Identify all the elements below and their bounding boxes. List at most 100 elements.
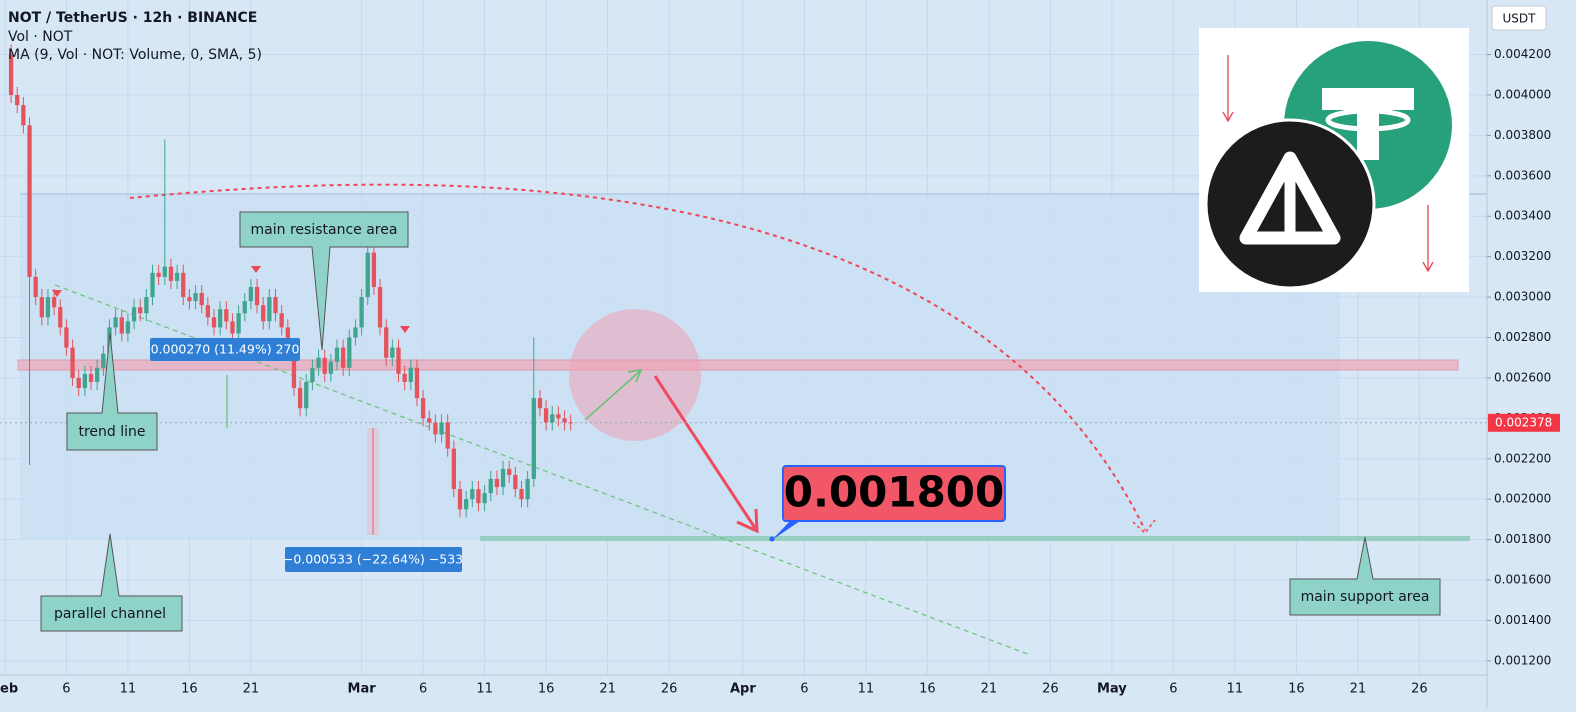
target-box (782, 465, 1006, 522)
candle-body (285, 327, 290, 348)
candle-body (27, 125, 32, 277)
candle-body (476, 489, 481, 504)
tether-mark (1322, 88, 1414, 160)
down-arrow (653, 375, 757, 529)
candle-body (8, 54, 14, 95)
x-tick-label: 11 (476, 682, 493, 697)
candle-body (439, 422, 444, 435)
candle-body (273, 297, 278, 314)
candle-body (138, 307, 143, 314)
candle-body (218, 309, 223, 328)
candle-body (482, 493, 487, 504)
candle-body (304, 381, 309, 409)
target-dot (769, 536, 775, 542)
x-tick-label: 21 (243, 682, 260, 697)
candle-body (451, 448, 457, 490)
x-tick-label: 16 (919, 682, 936, 697)
candle-body (162, 266, 167, 277)
candle-body (470, 489, 475, 500)
candle-body (205, 305, 211, 318)
candle-body (433, 422, 438, 435)
candle-body (230, 321, 235, 334)
candle-body (488, 478, 493, 494)
x-tick-label: 26 (1042, 682, 1059, 697)
callout-box (40, 533, 183, 632)
candle-body (525, 478, 530, 500)
candle-body (76, 377, 81, 389)
candle-body (39, 297, 44, 318)
candle-body (45, 297, 51, 318)
x-tick-label: 11 (858, 682, 875, 697)
y-tick-label: 0.003800 (1494, 128, 1551, 142)
candle-body (328, 361, 334, 374)
candle-body (531, 398, 536, 479)
candle-body (156, 272, 161, 277)
measure-label: −0.000533 (−22.64%) −533 (283, 552, 463, 567)
annotation: main support area (1301, 589, 1430, 605)
x-tick-label: 21 (1350, 682, 1367, 697)
candle-body (513, 474, 518, 490)
candle-body (242, 301, 247, 314)
down-arrow-head (736, 508, 759, 534)
candle-body (396, 347, 401, 374)
candle-body (543, 408, 549, 423)
x-tick-label: 11 (1227, 682, 1244, 697)
candle-body (236, 313, 241, 334)
candle-body (427, 418, 432, 423)
candle-body (64, 327, 69, 348)
x-tick-label: 16 (538, 682, 555, 697)
currency[interactable]: USDT (1503, 12, 1537, 26)
y-tick-label: 0.003200 (1494, 249, 1551, 263)
up-arrow (584, 370, 641, 421)
candle-body (347, 337, 352, 368)
candle-body (353, 327, 358, 338)
y-tick-label: 0.001200 (1494, 653, 1551, 667)
y-tick-label: 0.002200 (1494, 451, 1551, 465)
candle-body (144, 297, 149, 314)
candle-body (51, 297, 57, 308)
candle-body (119, 317, 124, 334)
measure-shade (367, 428, 379, 535)
candle-body (371, 252, 377, 287)
candle-body (457, 489, 463, 510)
candle-body (519, 489, 524, 500)
y-tick-label: 0.002000 (1494, 492, 1551, 506)
candle-body (568, 422, 573, 424)
candle-body (261, 305, 266, 322)
candle-body (224, 309, 229, 322)
candle-body (341, 347, 346, 368)
candle-body (463, 499, 469, 510)
y-tick-label: 0.004200 (1494, 47, 1551, 61)
candle-body (279, 313, 284, 328)
y-tick-label: 0.001400 (1494, 613, 1551, 627)
up-arrow-head (627, 369, 643, 383)
candle-body (365, 252, 370, 298)
target-label: 0.001800 (784, 468, 1005, 517)
x-tick-label: May (1097, 682, 1127, 697)
candle-body (193, 293, 198, 302)
candle-body (390, 347, 395, 358)
candles (8, 44, 573, 518)
candle-body (359, 297, 364, 328)
candle-body (125, 321, 131, 334)
support-band (480, 536, 1470, 541)
y-tick-label: 0.001800 (1494, 532, 1551, 546)
axes: 0.004200 0.004000 0.003800 0.003600 0.003400… (0, 47, 1560, 697)
candle-body (131, 307, 137, 322)
candle-body (420, 398, 426, 419)
y-tick-label: 0.002600 (1494, 370, 1551, 384)
x-tick-label: 26 (1411, 682, 1428, 697)
candle-body (267, 297, 272, 322)
candle-body (82, 373, 88, 389)
x-tick-label: Mar (348, 682, 377, 697)
candle-body (291, 347, 297, 389)
x-tick-label: 21 (599, 682, 616, 697)
measure-label-box (150, 338, 300, 361)
x-tick-label: 6 (62, 682, 70, 697)
candle-body (113, 317, 118, 328)
candle-body (58, 307, 63, 328)
callout-box (1289, 536, 1441, 616)
currency-button[interactable] (1491, 5, 1547, 31)
measure-label-box (285, 547, 462, 572)
